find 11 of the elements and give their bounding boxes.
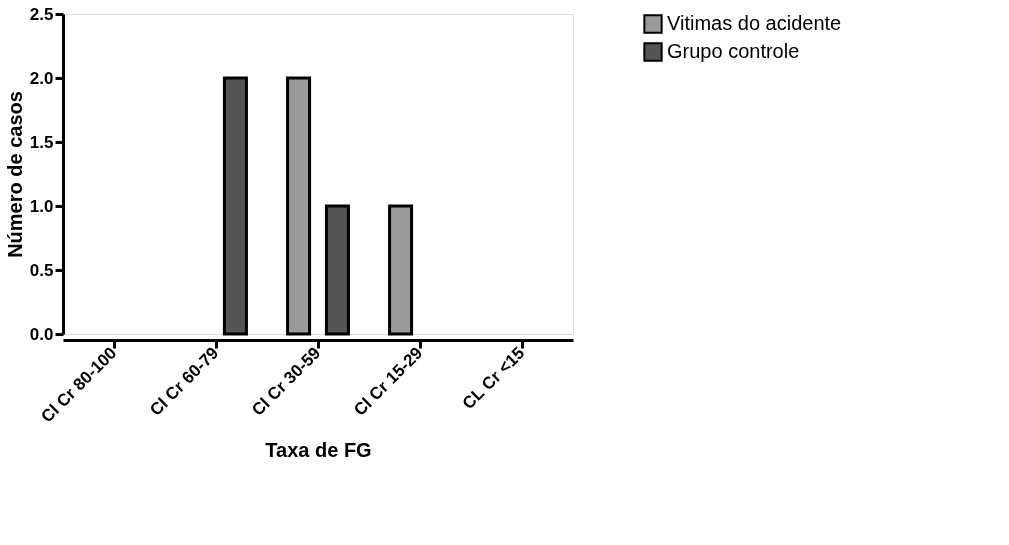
y-tick-label: 1.0 (29, 196, 54, 216)
legend-label: Grupo controle (667, 40, 800, 62)
y-tick-label: 2.0 (29, 68, 54, 88)
legend-label: Vitimas do acidente (667, 12, 842, 34)
y-axis-title: Número de casos (3, 91, 26, 258)
x-tick-label: CL Cr <15 (458, 343, 529, 414)
x-axis-title: Taxa de FG (265, 438, 372, 461)
y-tick-label: 0.5 (29, 260, 54, 280)
y-tick-label: 1.5 (29, 132, 54, 152)
y-tick-label: 2.5 (29, 4, 54, 24)
y-tick-label: 0.0 (29, 324, 54, 344)
